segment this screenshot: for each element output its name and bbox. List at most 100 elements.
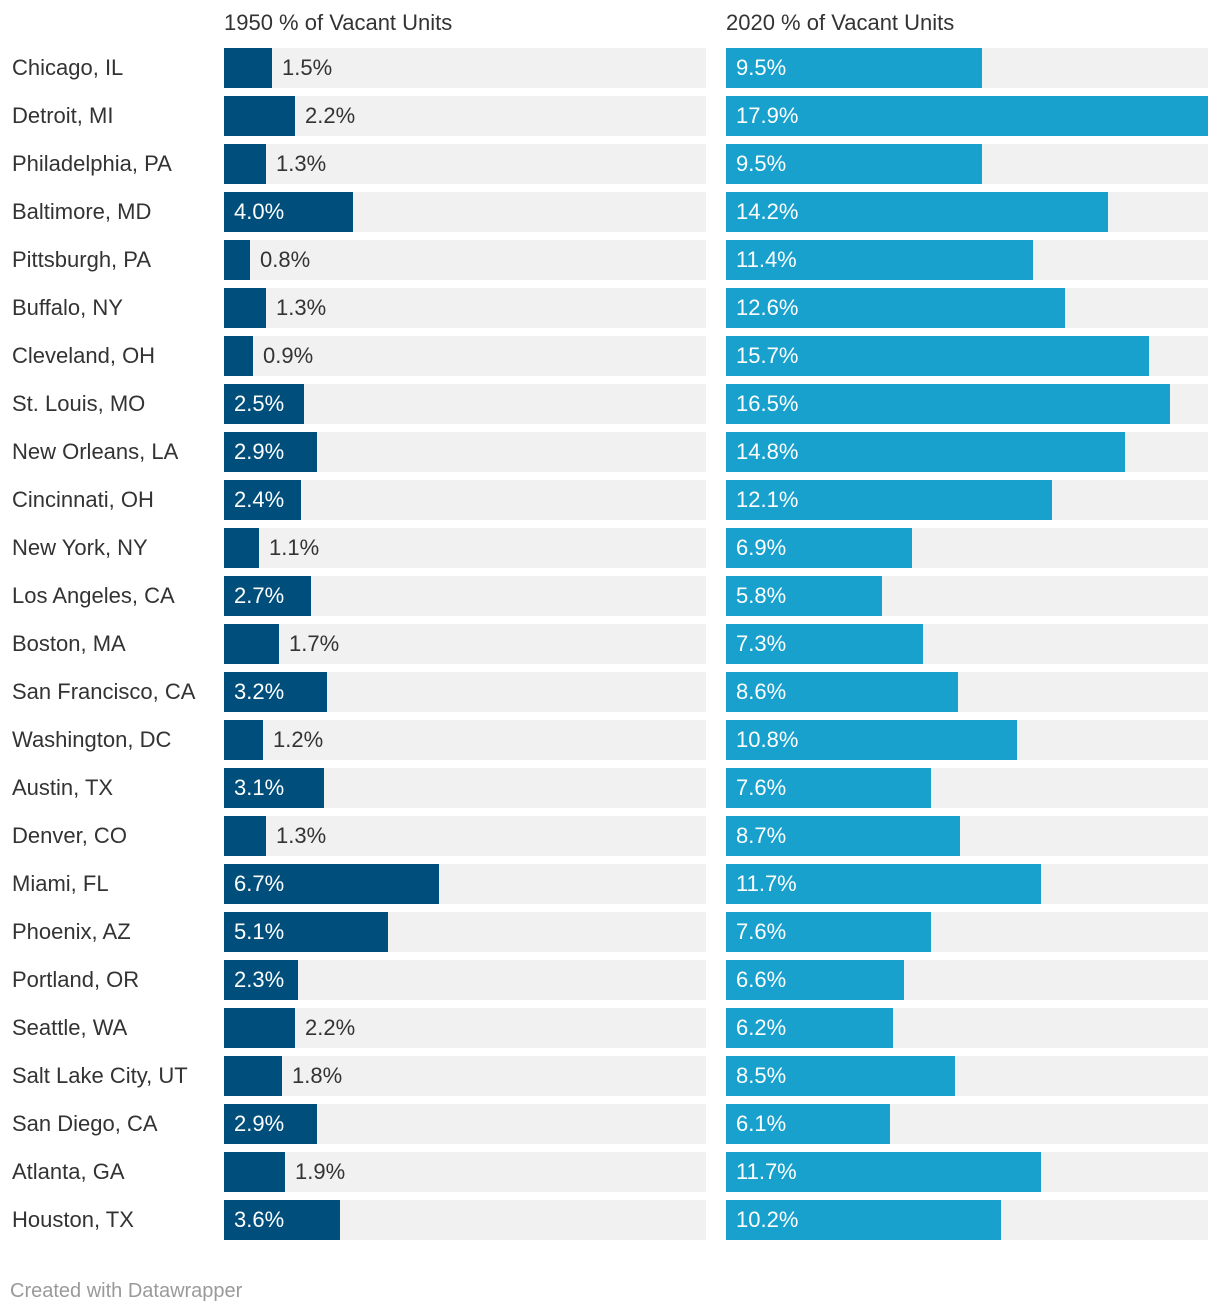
bar-2020[interactable] <box>726 1008 893 1048</box>
datawrapper-credit[interactable]: Created with Datawrapper <box>10 1280 243 1302</box>
value-label-2020: 10.8% <box>736 727 799 752</box>
bar-2020[interactable] <box>726 1056 955 1096</box>
value-label-2020: 7.6% <box>736 775 787 800</box>
bar-1950[interactable] <box>224 192 353 232</box>
bar-1950[interactable] <box>224 240 250 280</box>
bar-track-2020: 9.5% <box>726 48 1208 88</box>
bar-track-1950: 1.3% <box>224 288 706 328</box>
value-label-2020: 12.1% <box>736 487 799 512</box>
bar-1950[interactable] <box>224 432 317 472</box>
value-label-1950: 1.1% <box>269 535 320 560</box>
bar-2020[interactable] <box>726 528 912 568</box>
city-label: Pittsburgh, PA <box>12 247 151 272</box>
value-label-1950: 2.3% <box>234 967 285 992</box>
value-label-1950: 1.5% <box>282 55 333 80</box>
bar-1950[interactable] <box>224 144 266 184</box>
bar-1950[interactable] <box>224 1008 295 1048</box>
bar-track-1950: 3.2% <box>224 672 706 712</box>
bar-1950[interactable] <box>224 480 301 520</box>
city-label: Seattle, WA <box>12 1015 128 1040</box>
bar-2020[interactable] <box>726 576 882 616</box>
value-label-2020: 6.2% <box>736 1015 787 1040</box>
bar-1950[interactable] <box>224 96 295 136</box>
bar-1950[interactable] <box>224 1104 317 1144</box>
bar-2020[interactable] <box>726 1200 1001 1240</box>
city-label: Denver, CO <box>12 823 127 848</box>
bar-1950[interactable] <box>224 672 327 712</box>
bar-track-1950: 2.2% <box>224 96 706 136</box>
bar-2020[interactable] <box>726 336 1149 376</box>
bar-track-2020: 14.2% <box>726 192 1208 232</box>
bar-2020[interactable] <box>726 48 982 88</box>
bar-track-2020: 11.7% <box>726 864 1208 904</box>
value-label-1950: 0.9% <box>263 343 314 368</box>
bar-1950[interactable] <box>224 960 298 1000</box>
city-label: Buffalo, NY <box>12 295 123 320</box>
bar-2020[interactable] <box>726 912 931 952</box>
bar-2020[interactable] <box>726 768 931 808</box>
value-label-1950: 3.1% <box>234 775 285 800</box>
column-header-2020: 2020 % of Vacant Units <box>726 10 955 35</box>
city-label: Chicago, IL <box>12 55 124 80</box>
bar-1950[interactable] <box>224 336 253 376</box>
bar-2020[interactable] <box>726 720 1017 760</box>
bar-2020[interactable] <box>726 144 982 184</box>
value-label-2020: 11.7% <box>736 871 797 896</box>
bar-track-1950: 2.3% <box>224 960 706 1000</box>
bar-track-1950: 1.7% <box>224 624 706 664</box>
bar-track-2020: 17.9% <box>726 96 1208 136</box>
value-label-1950: 2.2% <box>305 1015 356 1040</box>
bar-1950[interactable] <box>224 1056 282 1096</box>
bar-2020[interactable] <box>726 960 904 1000</box>
bar-1950[interactable] <box>224 576 311 616</box>
city-label: Houston, TX <box>12 1207 134 1232</box>
bar-track-1950: 2.7% <box>224 576 706 616</box>
bar-2020[interactable] <box>726 432 1125 472</box>
bar-2020[interactable] <box>726 240 1033 280</box>
city-label: Boston, MA <box>12 631 126 656</box>
bar-track-1950: 2.4% <box>224 480 706 520</box>
city-label: Los Angeles, CA <box>12 583 175 608</box>
bar-2020[interactable] <box>726 672 958 712</box>
table-row: San Francisco, CA 3.2% 8.6% <box>0 672 1220 712</box>
value-label-1950: 2.9% <box>234 439 285 464</box>
bar-track-2020: 10.8% <box>726 720 1208 760</box>
bar-1950[interactable] <box>224 384 304 424</box>
city-label: St. Louis, MO <box>12 391 146 416</box>
bar-track-1950: 1.3% <box>224 144 706 184</box>
bar-1950[interactable] <box>224 1200 340 1240</box>
bar-track-2020: 11.4% <box>726 240 1208 280</box>
bar-2020[interactable] <box>726 384 1170 424</box>
bar-1950[interactable] <box>224 912 388 952</box>
bar-2020[interactable] <box>726 816 960 856</box>
city-label: New York, NY <box>12 535 148 560</box>
table-row: St. Louis, MO 2.5% 16.5% <box>0 384 1220 424</box>
bar-1950[interactable] <box>224 720 263 760</box>
table-row: Miami, FL 6.7% 11.7% <box>0 864 1220 904</box>
table-row: Boston, MA 1.7% 7.3% <box>0 624 1220 664</box>
bar-1950[interactable] <box>224 1152 285 1192</box>
bar-1950[interactable] <box>224 864 439 904</box>
value-label-1950: 1.9% <box>295 1159 346 1184</box>
bar-1950[interactable] <box>224 528 259 568</box>
bar-2020[interactable] <box>726 624 923 664</box>
bar-2020[interactable] <box>726 1152 1041 1192</box>
table-row: Cincinnati, OH 2.4% 12.1% <box>0 480 1220 520</box>
bar-1950[interactable] <box>224 816 266 856</box>
bar-2020[interactable] <box>726 192 1108 232</box>
bar-1950[interactable] <box>224 624 279 664</box>
value-label-1950: 2.7% <box>234 583 285 608</box>
bar-2020[interactable] <box>726 480 1052 520</box>
bar-1950[interactable] <box>224 768 324 808</box>
table-row: Los Angeles, CA 2.7% 5.8% <box>0 576 1220 616</box>
bar-2020[interactable] <box>726 864 1041 904</box>
value-label-2020: 9.5% <box>736 151 787 176</box>
bar-2020[interactable] <box>726 1104 890 1144</box>
value-label-2020: 16.5% <box>736 391 799 416</box>
bar-1950[interactable] <box>224 288 266 328</box>
value-label-1950: 2.9% <box>234 1111 285 1136</box>
bar-2020[interactable] <box>726 288 1065 328</box>
city-label: New Orleans, LA <box>12 439 179 464</box>
bar-2020[interactable] <box>726 96 1208 136</box>
bar-1950[interactable] <box>224 48 272 88</box>
